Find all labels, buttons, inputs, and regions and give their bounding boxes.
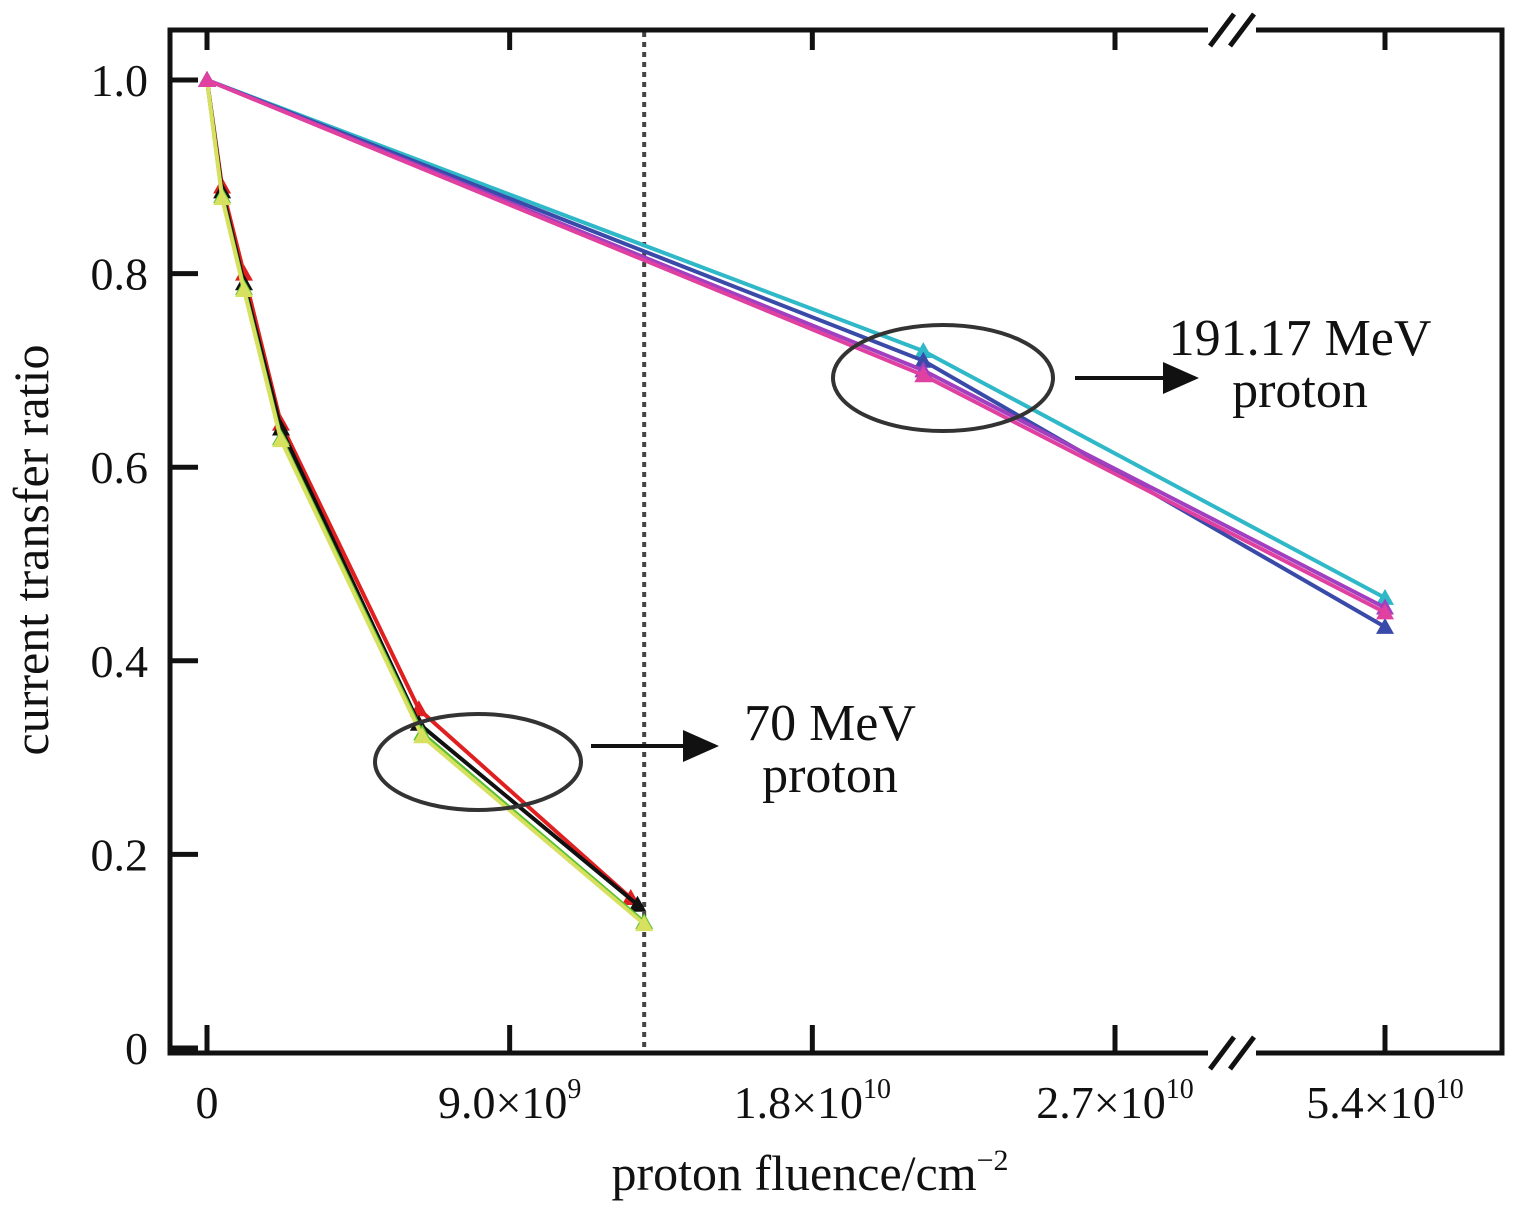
x-tick-label-2: 1.8×1010 — [734, 1074, 891, 1128]
x-axis-title: proton fluence/cm−2 — [611, 1144, 1008, 1201]
x-tick-label-1: 9.0×109 — [438, 1074, 581, 1128]
axis-break-mark-0-0 — [1208, 1035, 1236, 1071]
annotation-label-a191-0: 191.17 MeV — [1169, 310, 1432, 367]
series-3-point-1 — [213, 189, 232, 206]
series-4-point-1 — [914, 342, 933, 359]
series-5-point-2 — [1376, 617, 1394, 634]
annotation-label-a191-1: proton — [1232, 362, 1368, 419]
series-3-point-5 — [635, 915, 654, 932]
annotation-label-a70-0: 70 MeV — [744, 695, 916, 752]
y-axis-title: current transfer ratio — [3, 345, 59, 756]
series-7-point-2 — [1376, 603, 1394, 620]
series-5-point-1 — [914, 351, 933, 368]
series-3-point-2 — [234, 281, 253, 298]
series-1-point-5 — [628, 895, 647, 912]
series-line-3 — [205, 79, 646, 926]
series-line-2 — [205, 79, 646, 924]
x-tick-label-4: 5.4×1010 — [1306, 1074, 1463, 1128]
y-tick-label-1: 0.2 — [91, 829, 149, 880]
annotation-label-a70-1: proton — [762, 747, 898, 804]
series-3-point-4 — [413, 727, 432, 744]
series-3-point-3 — [271, 431, 290, 448]
x-tick-label-3: 2.7×1010 — [1036, 1074, 1193, 1128]
y-tick-label-4: 0.8 — [91, 249, 149, 300]
plot-frame — [167, 27, 1505, 1056]
annotation-circle-a191 — [831, 323, 1055, 433]
x-tick-label-0: 0 — [196, 1077, 219, 1128]
tick-layer: 0 0.2 0.4 0.6 0.8 1.0 0 9.0×109 1.8×1010 2.7×1010… — [91, 30, 1464, 1128]
annotation-circle-a70 — [373, 712, 583, 812]
series-4-point-2 — [1376, 588, 1394, 605]
series-line-0 — [205, 79, 633, 900]
y-tick-label-3: 0.6 — [91, 442, 149, 493]
axis-break-mark-1-0 — [1208, 12, 1236, 48]
axis-break-mark-1-1 — [1228, 12, 1256, 48]
series-7-point-0 — [198, 71, 216, 87]
axis-break-layer — [1208, 12, 1256, 1071]
axis-break-mark-0-1 — [1228, 1035, 1256, 1071]
y-tick-label-2: 0.4 — [91, 636, 149, 687]
y-tick-label-0: 0 — [125, 1023, 148, 1074]
series-layer — [198, 71, 1394, 932]
series-7-point-1 — [914, 366, 933, 383]
y-tick-label-5: 1.0 — [91, 55, 149, 106]
series-1-point-3 — [271, 419, 290, 436]
